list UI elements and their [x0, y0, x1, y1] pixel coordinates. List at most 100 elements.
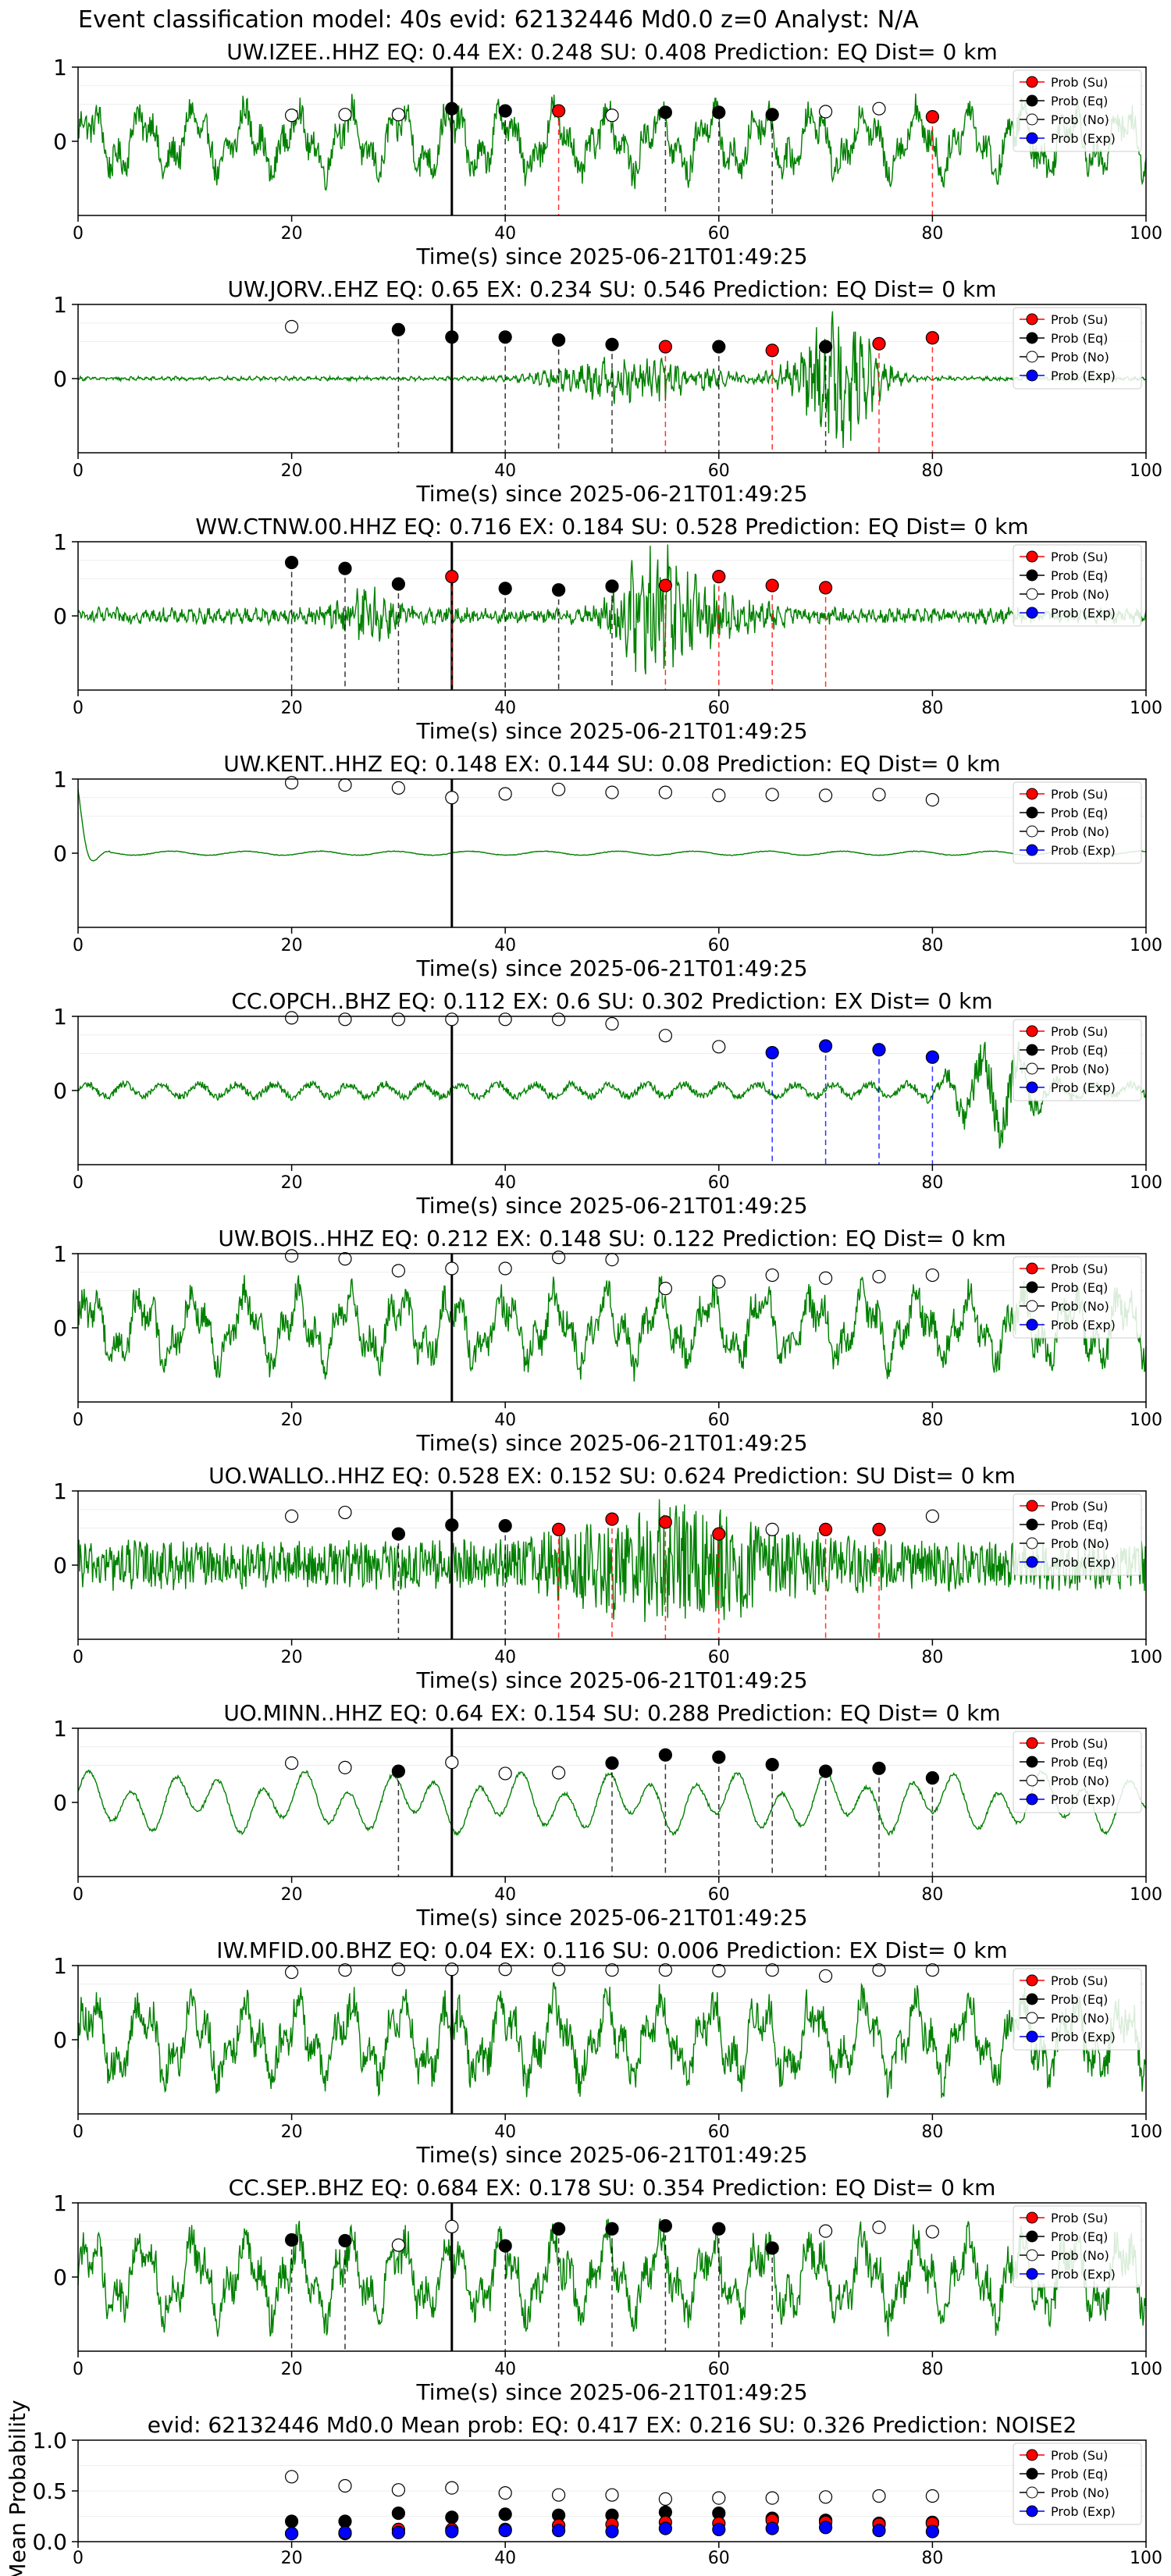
- mean-point-no: [818, 2490, 833, 2504]
- station-panel: UO.WALLO..HHZ EQ: 0.528 EX: 0.152 SU: 0.…: [53, 1463, 1162, 1693]
- mean-probability-panel: evid: 62132446 Md0.0 Mean prob: EQ: 0.41…: [5, 2400, 1162, 2576]
- prob-point-eq: [712, 105, 726, 119]
- mean-point-no: [712, 2491, 726, 2505]
- prob-point-no: [872, 1269, 886, 1284]
- prob-point-eq: [658, 2218, 673, 2233]
- prob-point-eq: [605, 1756, 619, 1770]
- legend-label-no: Prob (No): [1051, 1299, 1109, 1314]
- x-tick-label: 0: [73, 2549, 84, 2568]
- prob-point-no: [285, 319, 299, 334]
- x-tick-label: 60: [708, 1173, 730, 1193]
- prob-point-eq: [872, 1761, 886, 1775]
- prob-point-eq: [712, 340, 726, 354]
- x-tick-label: 0: [73, 1411, 84, 1430]
- legend-label-exp: Prob (Exp): [1051, 843, 1116, 858]
- x-tick-label: 0: [73, 2360, 84, 2379]
- panel-title: WW.CTNW.00.HHZ EQ: 0.716 EX: 0.184 SU: 0…: [195, 514, 1028, 539]
- prob-point-no: [391, 781, 405, 795]
- legend-marker-no: [1026, 1537, 1038, 1550]
- mean-point-exp: [498, 2524, 512, 2538]
- mean-point-eq: [285, 2514, 299, 2528]
- legend-marker-no: [1026, 113, 1038, 126]
- prob-point-no: [338, 777, 352, 792]
- station-panel: CC.OPCH..BHZ EQ: 0.112 EX: 0.6 SU: 0.302…: [53, 988, 1162, 1219]
- prob-point-no: [498, 1261, 512, 1276]
- prob-point-no: [872, 2220, 886, 2234]
- legend-label-exp: Prob (Exp): [1051, 1318, 1116, 1332]
- legend-marker-su: [1026, 1262, 1038, 1275]
- prob-point-eq: [445, 330, 459, 344]
- legend-marker-no: [1026, 2486, 1038, 2499]
- x-tick-label: 20: [281, 1885, 303, 1905]
- y-tick-label: 1: [53, 1953, 67, 1979]
- y-tick-label: 1: [53, 1004, 67, 1030]
- prob-point-eq: [391, 1764, 405, 1778]
- mean-point-no: [925, 2489, 940, 2503]
- x-tick-label: 80: [921, 1411, 943, 1430]
- y-tick-label: 0: [53, 841, 67, 866]
- legend-marker-no: [1026, 1774, 1038, 1787]
- legend-marker-eq: [1026, 569, 1038, 582]
- mean-point-exp: [872, 2524, 886, 2538]
- prob-point-no: [765, 1963, 779, 1977]
- prob-point-no: [925, 1963, 940, 1977]
- prob-point-no: [391, 1012, 405, 1026]
- legend-box: [1013, 2443, 1142, 2525]
- legend-marker-exp: [1026, 1081, 1038, 1094]
- legend-label-eq: Prob (Eq): [1051, 94, 1108, 109]
- legend-marker-exp: [1026, 607, 1038, 619]
- x-axis-label: Time(s) since 2025-06-21T01:49:25: [415, 1430, 807, 1456]
- legend-box: [1013, 1731, 1142, 1813]
- legend-label-exp: Prob (Exp): [1051, 1792, 1116, 1807]
- legend-label-su: Prob (Su): [1051, 1736, 1108, 1751]
- prob-point-no: [391, 108, 405, 122]
- x-tick-label: 40: [494, 461, 516, 481]
- legend-marker-exp: [1026, 1318, 1038, 1331]
- legend-marker-eq: [1026, 2467, 1038, 2480]
- prob-point-no: [765, 788, 779, 802]
- mean-point-no: [765, 2491, 779, 2505]
- legend-label-eq: Prob (Eq): [1051, 1992, 1108, 2007]
- x-tick-label: 20: [281, 1411, 303, 1430]
- prob-point-no: [338, 1505, 352, 1520]
- y-tick-label: 0: [53, 2265, 67, 2290]
- legend-label-no: Prob (No): [1051, 824, 1109, 839]
- legend-marker-exp: [1026, 2268, 1038, 2280]
- prob-point-eq: [498, 330, 512, 344]
- legend-label-su: Prob (Su): [1051, 2448, 1108, 2463]
- mean-point-exp: [925, 2524, 940, 2539]
- prob-point-no: [925, 2225, 940, 2239]
- y-tick-label: 1: [53, 292, 67, 318]
- prob-point-eq: [818, 340, 833, 354]
- prob-point-no: [338, 1963, 352, 1977]
- station-panel: UO.MINN..HHZ EQ: 0.64 EX: 0.154 SU: 0.28…: [53, 1700, 1162, 1930]
- prob-point-su: [551, 1522, 566, 1537]
- legend-label-eq: Prob (Eq): [1051, 2467, 1108, 2482]
- x-tick-label: 0: [73, 1648, 84, 1667]
- y-tick-label: 0: [53, 366, 67, 392]
- legend-label-eq: Prob (Eq): [1051, 1043, 1108, 1058]
- legend-marker-no: [1026, 350, 1038, 363]
- prob-point-no: [872, 101, 886, 116]
- y-tick-label: 1: [53, 55, 67, 80]
- x-axis-label: Time(s) since 2025-06-21T01:49:25: [415, 955, 807, 981]
- x-tick-label: 100: [1130, 224, 1162, 244]
- panel-title: UO.MINN..HHZ EQ: 0.64 EX: 0.154 SU: 0.28…: [223, 1700, 1000, 1726]
- legend-label-no: Prob (No): [1051, 112, 1109, 127]
- y-tick-label: 1.0: [32, 2428, 67, 2453]
- prob-point-no: [925, 792, 940, 807]
- prob-point-eq: [498, 104, 512, 118]
- mean-point-exp: [765, 2521, 779, 2535]
- x-tick-label: 60: [708, 1885, 730, 1905]
- mean-point-exp: [285, 2527, 299, 2541]
- prob-point-su: [818, 1522, 833, 1537]
- x-tick-label: 20: [281, 2360, 303, 2379]
- prob-point-exp: [765, 1045, 779, 1060]
- legend-marker-exp: [1026, 2505, 1038, 2517]
- x-axis-label: Time(s) since 2025-06-21T01:49:25: [415, 481, 807, 507]
- prob-point-eq: [391, 577, 405, 591]
- x-tick-label: 0: [73, 699, 84, 718]
- y-tick-label: 0: [53, 1553, 67, 1578]
- prob-point-no: [338, 1760, 352, 1774]
- waveform-trace: [77, 1981, 1147, 2098]
